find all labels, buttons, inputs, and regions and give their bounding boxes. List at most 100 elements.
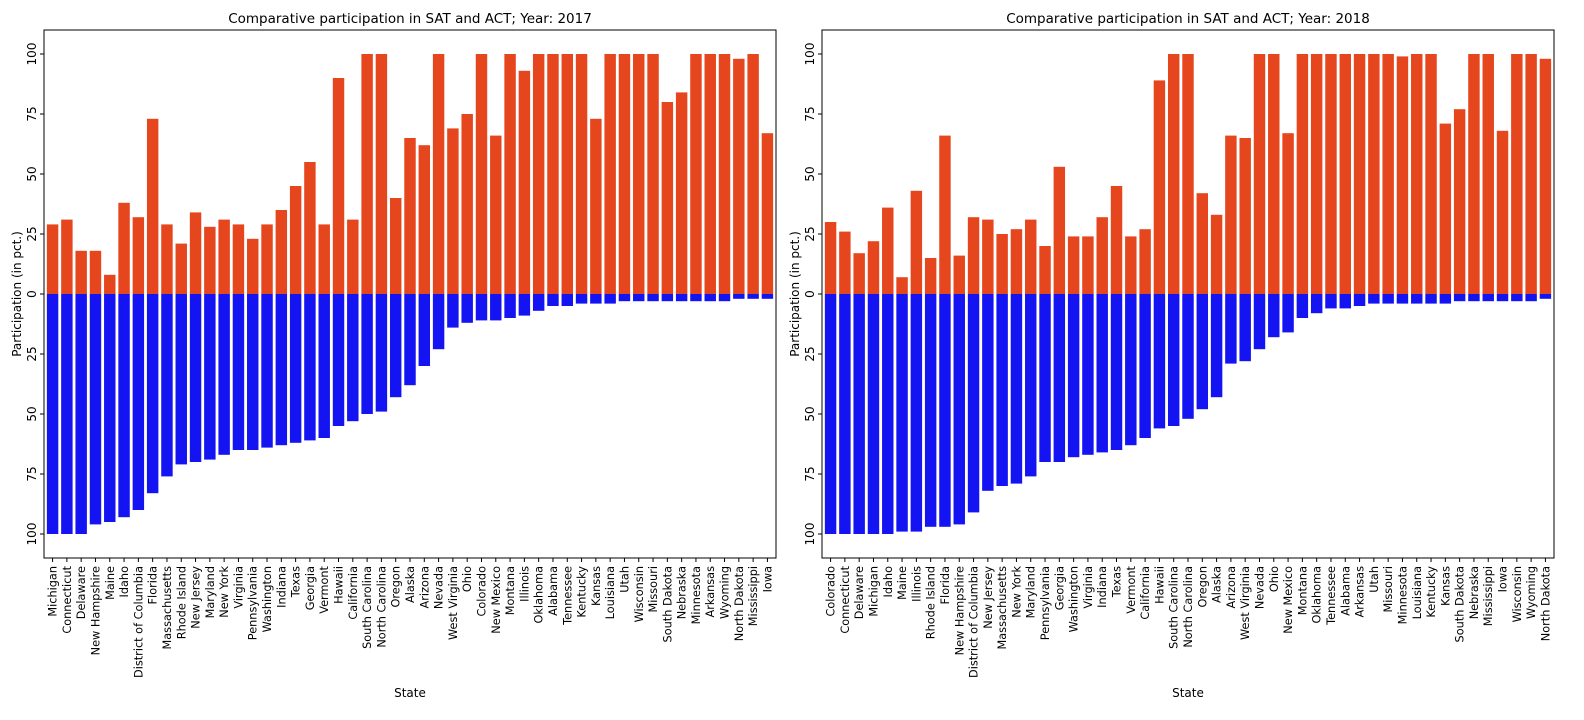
x-tick-label: Kansas	[1439, 566, 1452, 606]
sat-bar	[89, 250, 102, 294]
x-tick-label: Michigan	[47, 566, 60, 617]
act-bar	[1210, 294, 1223, 398]
act-bar	[146, 294, 159, 494]
act-bar	[1482, 294, 1494, 302]
sat-bar	[1053, 166, 1066, 294]
x-tick-label: Arizona	[1225, 566, 1238, 608]
sat-bar	[1353, 54, 1366, 294]
sat-bar	[146, 118, 159, 294]
x-tick-label: Montana	[504, 566, 517, 615]
act-bar	[618, 294, 631, 302]
act-bar	[1453, 294, 1466, 302]
act-bar	[232, 294, 245, 450]
x-tick-label: Michigan	[867, 566, 880, 617]
sat-bar	[618, 54, 631, 294]
chart-panel-1: Michigan Connecticut Delaware New Hampshire…	[10, 11, 777, 700]
x-tick-label: Nevada	[433, 566, 446, 609]
sat-bar	[1039, 246, 1051, 294]
act-bar	[518, 294, 531, 316]
act-bar	[1153, 294, 1166, 429]
act-bar	[361, 294, 373, 414]
chart-title: Comparative participation in SAT and ACT…	[1006, 11, 1370, 27]
sat-bar	[418, 145, 431, 294]
x-tick-label: Texas	[290, 566, 303, 598]
sat-bar	[490, 135, 502, 294]
sat-bar	[690, 54, 702, 294]
x-tick-label: Florida	[147, 566, 160, 604]
act-bar	[867, 294, 880, 534]
x-tick-label: Nebraska	[676, 566, 689, 619]
x-tick-label: New Hampshire	[89, 566, 102, 655]
chart-panel-2: Colorado Connecticut Delaware Michigan Idaho…	[788, 11, 1555, 700]
act-bar	[318, 294, 330, 438]
x-tick-label: Wyoming	[1525, 566, 1538, 619]
act-bar	[1025, 294, 1037, 477]
sat-bar	[1296, 54, 1309, 294]
y-tick-label: 75	[25, 106, 39, 121]
x-axis-label: State	[1172, 686, 1204, 700]
sat-bar	[1496, 130, 1509, 294]
sat-bar	[704, 54, 716, 294]
sat-bar	[532, 54, 545, 294]
x-tick-label: Tennessee	[1325, 566, 1338, 626]
x-tick-label: Mississippi	[747, 566, 760, 626]
act-bar	[218, 294, 230, 455]
sat-bar	[1153, 80, 1166, 295]
x-tick-label: California	[1139, 566, 1152, 620]
act-bar	[704, 294, 716, 302]
act-bar	[924, 294, 937, 527]
sat-bar	[518, 70, 531, 294]
sat-bar	[1239, 138, 1251, 294]
sat-bar	[318, 224, 330, 294]
x-tick-label: Rhode Island	[925, 566, 938, 639]
x-tick-label: Alaska	[1211, 566, 1224, 603]
act-bar	[404, 294, 416, 386]
act-bar	[1268, 294, 1280, 338]
x-tick-label: North Carolina	[1182, 566, 1195, 648]
x-tick-label: Alabama	[1339, 566, 1352, 616]
sat-bar	[924, 258, 937, 294]
x-tick-label: Ohio	[1268, 566, 1281, 592]
sat-bar	[504, 54, 516, 294]
sat-bar	[1482, 54, 1494, 294]
act-bar	[1296, 294, 1309, 318]
sat-bar	[189, 212, 202, 294]
x-tick-label: Texas	[1111, 566, 1124, 598]
sat-bar	[304, 162, 316, 294]
act-bar	[447, 294, 459, 328]
act-bar	[490, 294, 502, 321]
x-tick-label: Maryland	[204, 566, 217, 618]
act-bar	[118, 294, 130, 518]
y-axis-label: Participation (in pct.)	[10, 231, 24, 357]
act-bar	[104, 294, 116, 522]
sat-bar	[347, 219, 359, 294]
sat-bar	[1453, 109, 1466, 294]
act-bar	[189, 294, 202, 462]
act-bar	[1396, 294, 1409, 304]
sat-bar	[1125, 236, 1137, 294]
x-tick-label: Delaware	[853, 566, 866, 619]
y-tick-label: 25	[25, 226, 39, 241]
y-tick-label: 25	[803, 346, 817, 361]
sat-bar	[761, 133, 774, 294]
act-bar	[633, 294, 645, 302]
x-tick-label: North Dakota	[1539, 566, 1552, 641]
act-bar	[1310, 294, 1323, 314]
sat-bar	[675, 92, 688, 295]
y-tick-label: 75	[803, 106, 817, 121]
sat-bar	[332, 78, 345, 294]
act-bar	[161, 294, 173, 477]
sat-bar	[1010, 229, 1023, 294]
x-tick-label: Utah	[618, 566, 631, 593]
sat-bar	[839, 231, 851, 294]
x-tick-label: Alabama	[547, 566, 560, 616]
y-tick-label: 100	[803, 43, 817, 66]
sat-bar	[867, 241, 880, 294]
x-tick-label: Louisiana	[604, 566, 617, 619]
act-bar	[1525, 294, 1537, 302]
x-tick-label: Hawaii	[1153, 566, 1166, 604]
x-axis-label: State	[394, 686, 426, 700]
x-tick-label: Louisiana	[1411, 566, 1424, 619]
act-bar	[590, 294, 602, 304]
sat-bar	[718, 54, 731, 294]
